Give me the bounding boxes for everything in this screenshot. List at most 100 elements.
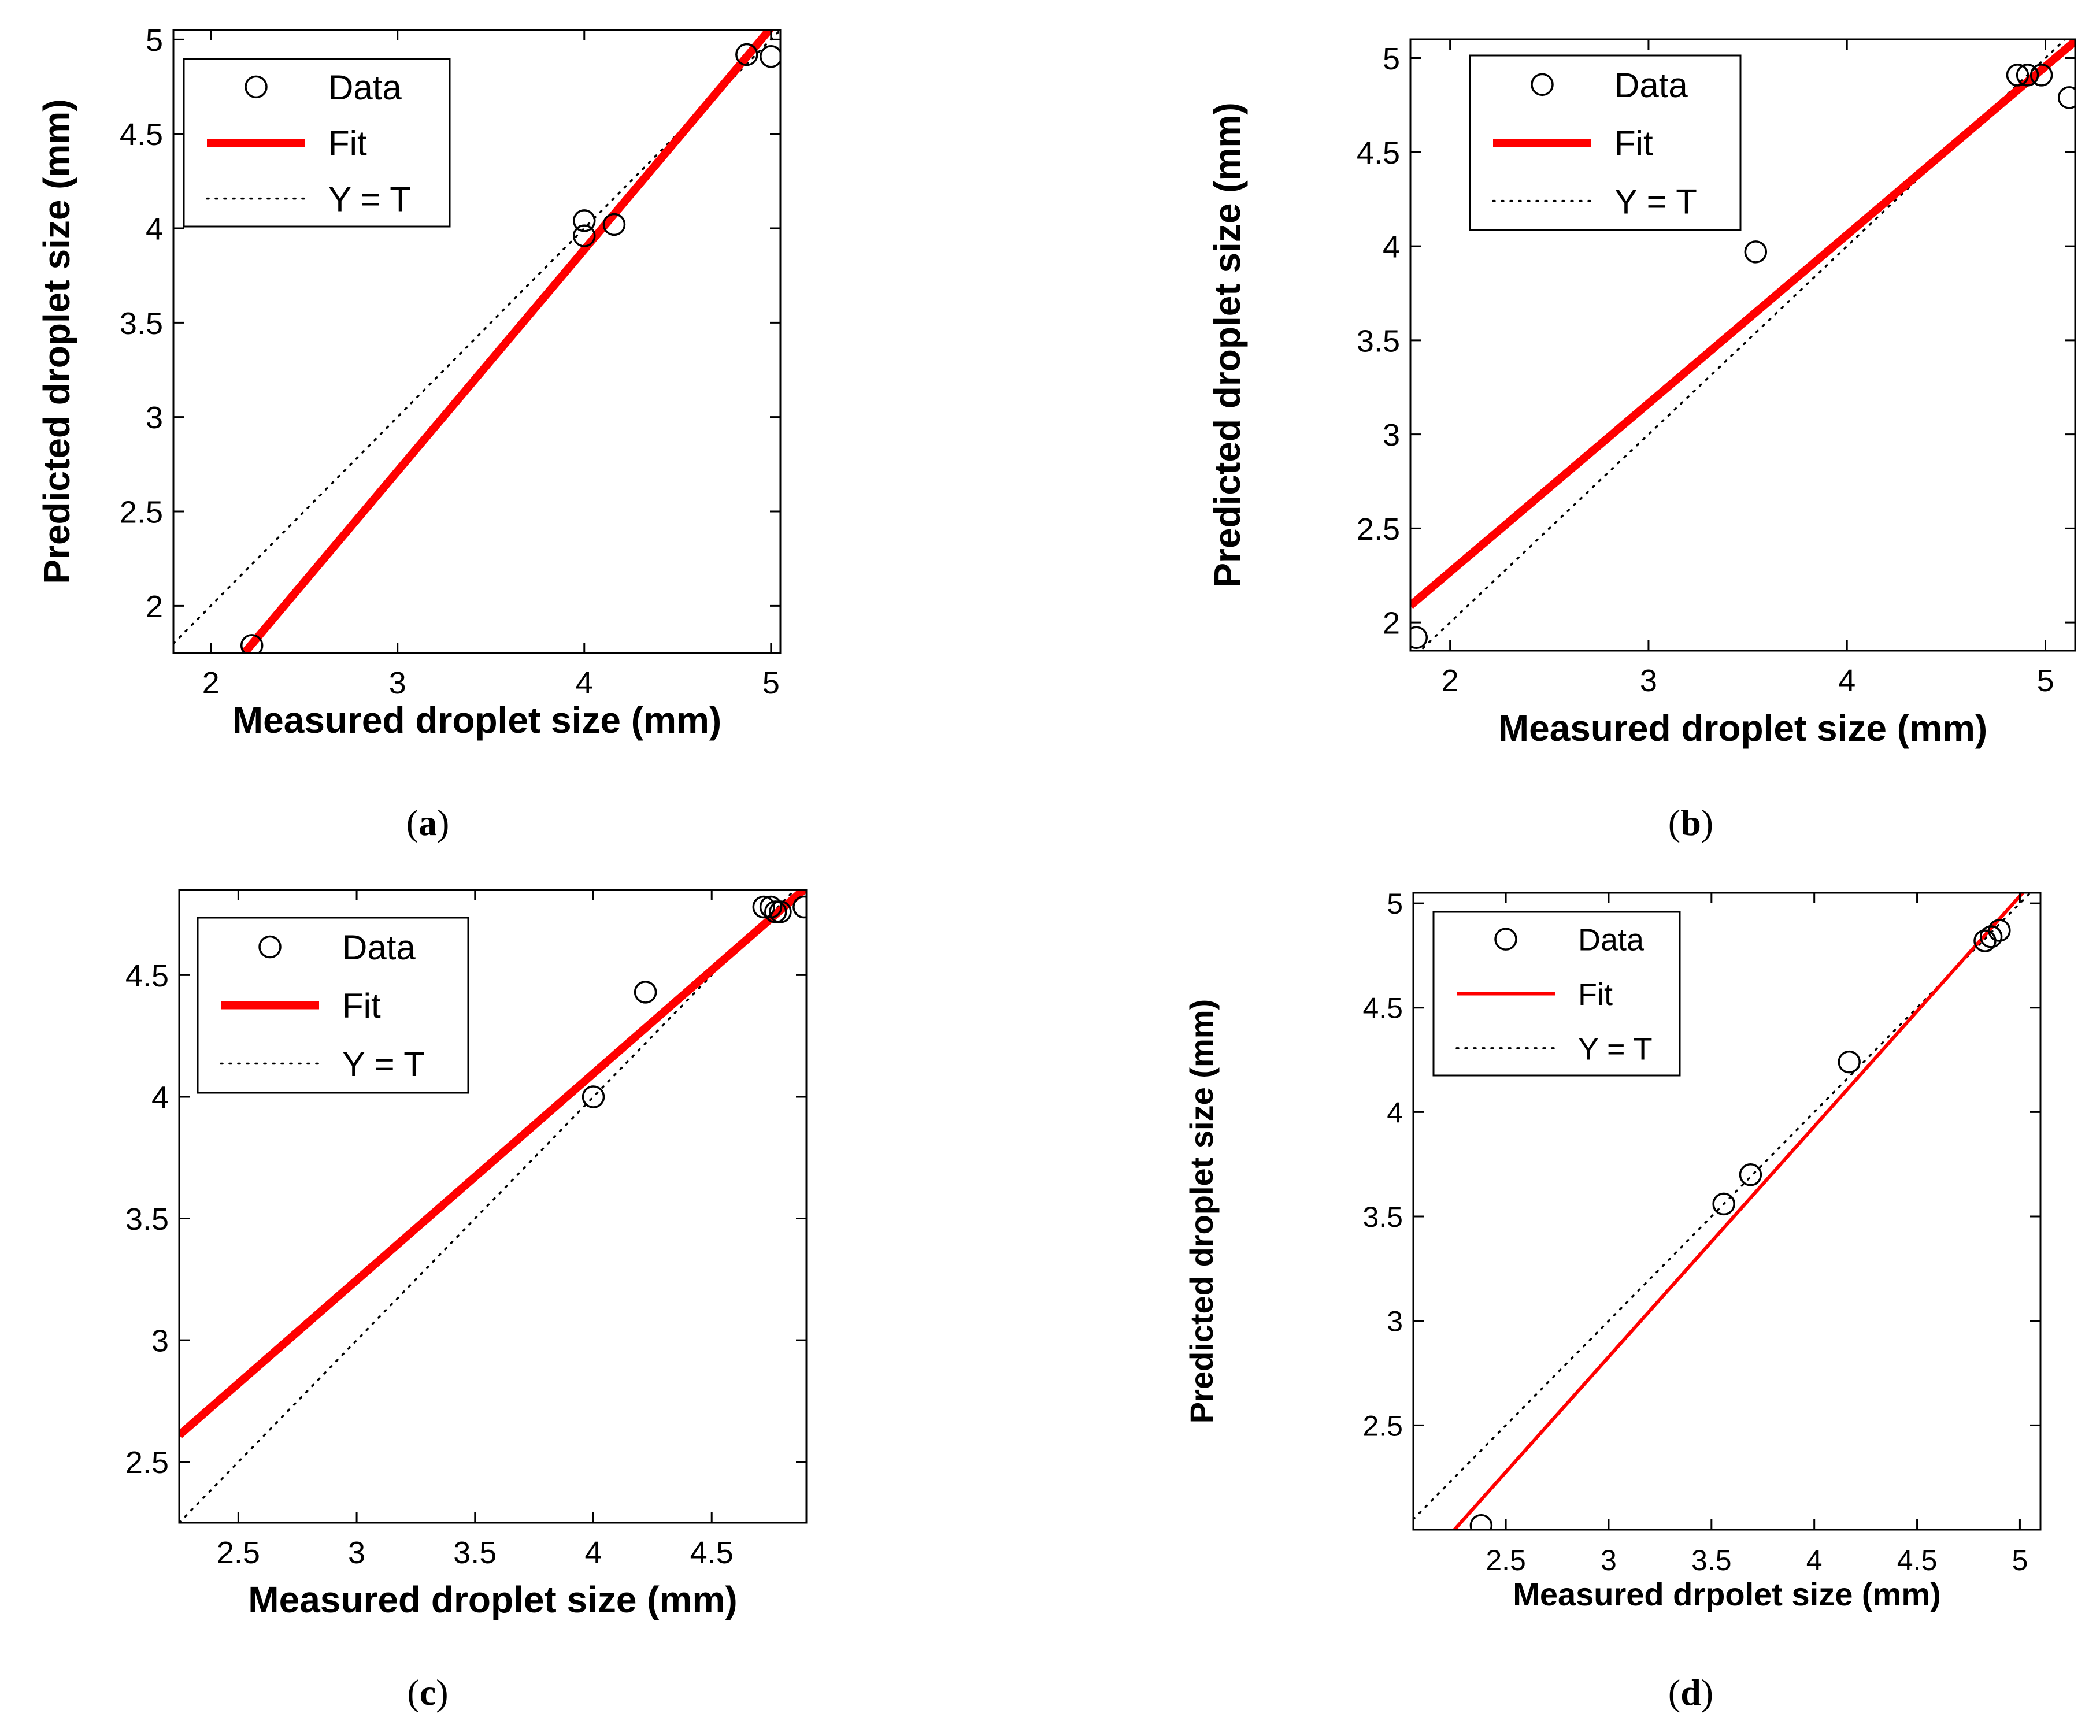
legend-label: Fit — [1614, 124, 1653, 163]
chart-panel-d: 2.5 3 3.5 4 4.5 5 2.5 3 3.5 4 4.5 5 Measured drpolet… — [1183, 888, 2042, 1713]
data-point — [764, 900, 787, 923]
y-tick-label: 4.5 — [1357, 136, 1400, 170]
x-tick-label: 2 — [1442, 663, 1459, 698]
y-tick-label: 4 — [146, 212, 163, 246]
panel-caption: (d) — [1668, 1672, 1713, 1713]
axes-frame — [1412, 892, 2042, 1531]
legend-label: Data — [1578, 923, 1645, 958]
y-tick-label: 4 — [1387, 1096, 1403, 1129]
legend-label: Data — [342, 928, 416, 967]
data-point — [2006, 64, 2029, 87]
y-tick-label: 3.5 — [120, 306, 163, 341]
y-tick-label: 3 — [1383, 418, 1400, 452]
y-tick-label: 4.5 — [1362, 992, 1403, 1025]
legend-label: Data — [328, 68, 402, 107]
x-axis-title: Measured droplet size (mm) — [232, 699, 721, 741]
data-point — [792, 895, 806, 919]
y-tick-label: 4.5 — [120, 117, 163, 152]
legend-data-marker — [1494, 928, 1517, 951]
y-tick-label: 2 — [146, 589, 163, 624]
x-tick-label: 4.5 — [690, 1535, 734, 1570]
x-tick-label: 3.5 — [453, 1535, 497, 1570]
data-point — [769, 900, 792, 923]
data-point — [2016, 64, 2039, 87]
y-tick-label: 3.5 — [1357, 324, 1400, 358]
plot-content — [1410, 39, 2075, 651]
data-point — [1988, 919, 2011, 942]
x-tick-label: 3 — [1601, 1544, 1617, 1577]
fit-line — [1453, 893, 2025, 1530]
fit-line — [179, 890, 806, 1438]
y-tick-label: 3 — [146, 400, 163, 435]
y-tick-label: 2.5 — [1357, 512, 1400, 547]
plot-content — [1413, 893, 2032, 1530]
data-point — [573, 224, 596, 247]
y-axis-title: Predicted droplet size (mm) — [1206, 102, 1248, 587]
x-tick-label: 5 — [762, 666, 780, 700]
data-point — [2029, 64, 2053, 87]
x-tick-label: 2.5 — [217, 1535, 260, 1570]
legend-label: Fit — [342, 986, 381, 1025]
data-point — [760, 44, 780, 68]
y-tick-label: 3.5 — [1362, 1201, 1403, 1233]
data-point — [1469, 1514, 1493, 1530]
fit-line — [241, 30, 775, 653]
axes-frame — [172, 29, 782, 654]
data-point — [1410, 626, 1428, 649]
legend: Data Fit Y = T — [197, 917, 469, 1094]
x-tick-label: 5 — [2036, 663, 2054, 698]
legend-data-marker — [1531, 73, 1554, 97]
x-tick-label: 4 — [1806, 1544, 1823, 1577]
y-tick-label: 3 — [1387, 1305, 1403, 1338]
data-point — [240, 634, 264, 653]
data-point — [1979, 925, 2003, 948]
panel-caption: (a) — [406, 802, 450, 843]
y-tick-label: 5 — [146, 23, 163, 58]
legend: Data Fit Y = T — [1469, 54, 1742, 231]
x-tick-label: 4.5 — [1897, 1544, 1938, 1577]
data-point — [1712, 1192, 1735, 1216]
x-tick-label: 4 — [576, 666, 593, 700]
data-point — [1744, 240, 1768, 264]
data-point — [602, 213, 626, 236]
chart-panel-c: 2.5 3 3.5 4 4.5 2.5 3 3.5 4 4.5 Measured droplet s… — [125, 889, 808, 1713]
x-tick-label: 4 — [1838, 663, 1855, 698]
y-tick-label: 4 — [1383, 230, 1400, 265]
panel-caption: (c) — [407, 1672, 448, 1713]
data-point — [735, 43, 758, 66]
legend-label: Y = T — [1614, 182, 1697, 221]
axes-frame — [178, 889, 808, 1524]
legend-label: Fit — [328, 124, 367, 163]
x-tick-label: 4 — [584, 1535, 602, 1570]
y-tick-label: 2.5 — [125, 1445, 169, 1480]
x-axis-title: Measured drpolet size (mm) — [1513, 1576, 1941, 1612]
legend-label: Data — [1614, 66, 1688, 105]
y-axis-title: Predicted droplet size (mm) — [1183, 999, 1220, 1423]
x-axis-title: Measured droplet size (mm) — [1498, 707, 1987, 749]
axes-frame — [1409, 38, 2076, 652]
legend: Data Fit Y = T — [1432, 911, 1681, 1077]
y-tick-label: 3.5 — [125, 1202, 169, 1237]
legend-label: Y = T — [1578, 1032, 1653, 1066]
x-tick-label: 3.5 — [1691, 1544, 1732, 1577]
y-tick-label: 2 — [1383, 606, 1400, 641]
legend-label: Y = T — [342, 1045, 425, 1084]
y-tick-label: 5 — [1387, 888, 1403, 920]
x-tick-label: 2.5 — [1486, 1544, 1526, 1577]
x-axis-title: Measured droplet size (mm) — [248, 1579, 737, 1620]
y-tick-label: 3 — [151, 1324, 169, 1359]
fit-line — [1410, 39, 2075, 609]
legend-data-marker — [245, 75, 268, 99]
data-point — [634, 981, 657, 1004]
y-axis-title: Predicted droplet size (mm) — [36, 99, 77, 584]
y-tick-label: 2.5 — [1362, 1409, 1403, 1442]
x-tick-label: 3 — [348, 1535, 365, 1570]
data-point — [752, 895, 776, 919]
y-tick-label: 5 — [1383, 42, 1400, 76]
panel-caption: (b) — [1668, 802, 1713, 843]
data-point — [582, 1085, 605, 1108]
chart-panel-a: 2 3 4 5 2 2.5 3 3.5 4 4.5 5 Measured droplet size (… — [36, 23, 782, 843]
x-tick-label: 3 — [1640, 663, 1657, 698]
data-point — [1739, 1163, 1762, 1186]
